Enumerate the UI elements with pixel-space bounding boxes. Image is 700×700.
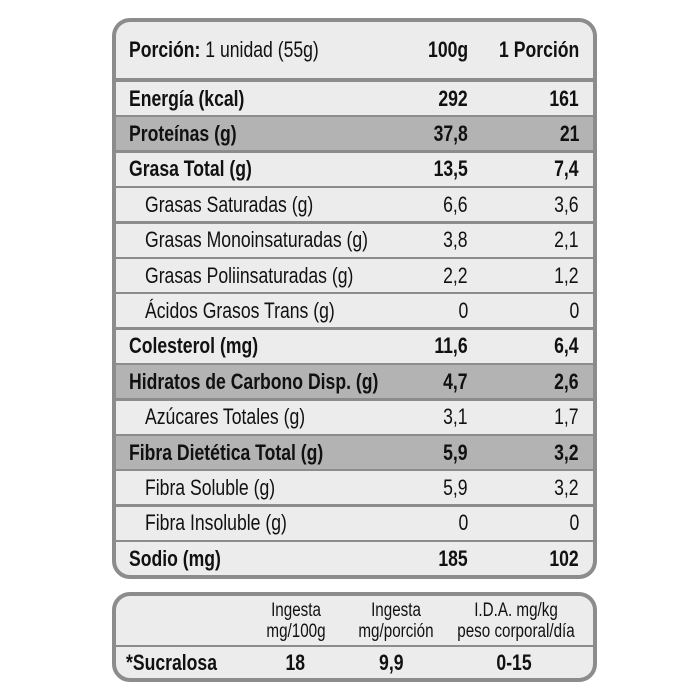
value-per-100g: 5,9 — [443, 474, 468, 500]
sweetener-value-ida: 0-15 — [496, 649, 532, 675]
sweetener-value-100g: 18 — [285, 649, 306, 675]
nutrient-label: Hidratos de Carbono Disp. (g) — [129, 368, 379, 394]
sweetener-table: Ingesta mg/100g Ingesta mg/porción I.D.A. … — [112, 592, 597, 682]
value-per-portion: 102 — [549, 546, 579, 572]
nutrient-label: Grasas Poliinsaturadas (g) — [145, 262, 354, 288]
value-per-100g: 37,8 — [433, 120, 468, 146]
nutrient-label: Fibra Dietética Total (g) — [129, 439, 324, 465]
sweetener-header-portion: Ingesta mg/porción — [358, 600, 434, 642]
value-per-portion: 0 — [569, 297, 579, 323]
col-100g-header: 100g — [427, 37, 468, 62]
value-per-100g: 5,9 — [443, 439, 468, 465]
nutrient-row: Hidratos de Carbono Disp. (g) 4,7 2,6 — [116, 365, 593, 399]
value-per-100g: 3,1 — [443, 404, 468, 430]
header-row: Porción: 1 unidad (55g) 100g 1 Porción — [116, 22, 593, 78]
nutrient-label: Grasas Saturadas (g) — [145, 191, 314, 217]
value-per-portion: 2,1 — [554, 227, 579, 253]
sweetener-value-portion: 9,9 — [379, 649, 404, 675]
sweetener-header-100g: Ingesta mg/100g — [266, 600, 326, 642]
sweetener-label: *Sucralosa — [126, 649, 217, 675]
sweetener-header-row: Ingesta mg/100g Ingesta mg/porción I.D.A. … — [116, 596, 593, 645]
nutrient-label: Ácidos Grasos Trans (g) — [145, 297, 335, 323]
nutrient-row: Energía (kcal) 292 161 — [116, 82, 593, 115]
value-per-portion: 6,4 — [554, 333, 579, 359]
value-per-100g: 4,7 — [443, 368, 468, 394]
nutrient-row: Ácidos Grasos Trans (g) 0 0 — [116, 294, 593, 328]
nutrient-label: Proteínas (g) — [129, 120, 237, 146]
value-per-portion: 21 — [559, 120, 579, 146]
nutrient-row: Grasas Saturadas (g) 6,6 3,6 — [116, 188, 593, 222]
nutrient-label: Grasas Monoinsaturadas (g) — [145, 227, 369, 253]
value-per-100g: 185 — [438, 546, 468, 572]
nutrient-row: Sodio (mg) 185 102 — [116, 542, 593, 575]
nutrient-row: Grasas Monoinsaturadas (g) 3,8 2,1 — [116, 223, 593, 257]
value-per-portion: 1,2 — [554, 262, 579, 288]
value-per-portion: 3,2 — [554, 439, 579, 465]
nutrient-row: Azúcares Totales (g) 3,1 1,7 — [116, 400, 593, 434]
value-per-portion: 3,2 — [554, 474, 579, 500]
sweetener-header-ida: I.D.A. mg/kg peso corporal/día — [457, 600, 575, 642]
value-per-100g: 6,6 — [443, 191, 468, 217]
value-per-portion: 1,7 — [554, 404, 579, 430]
portion-text: Porción: 1 unidad (55g) — [129, 37, 319, 62]
value-per-portion: 161 — [549, 85, 579, 111]
value-per-portion: 0 — [569, 510, 579, 536]
nutrient-row: Colesterol (mg) 11,6 6,4 — [116, 329, 593, 363]
value-per-100g: 0 — [458, 510, 468, 536]
nutrient-row: Proteínas (g) 37,8 21 — [116, 117, 593, 151]
nutrient-label: Colesterol (mg) — [129, 333, 259, 359]
nutrient-label: Energía (kcal) — [129, 85, 245, 111]
nutrient-label: Azúcares Totales (g) — [145, 404, 306, 430]
value-per-100g: 11,6 — [434, 333, 468, 359]
nutrient-label: Fibra Soluble (g) — [145, 474, 276, 500]
nutrient-row: Fibra Insoluble (g) 0 0 — [116, 506, 593, 540]
value-per-100g: 292 — [438, 85, 468, 111]
nutrient-label: Sodio (mg) — [129, 546, 221, 572]
nutrient-label: Fibra Insoluble (g) — [145, 510, 287, 536]
nutrient-row: Fibra Dietética Total (g) 5,9 3,2 — [116, 436, 593, 469]
value-per-100g: 0 — [458, 297, 468, 323]
value-per-portion: 7,4 — [554, 156, 579, 182]
nutrition-table: Porción: 1 unidad (55g) 100g 1 Porción E… — [112, 18, 597, 579]
value-per-100g: 3,8 — [443, 227, 468, 253]
nutrient-row: Grasas Poliinsaturadas (g) 2,2 1,2 — [116, 259, 593, 292]
nutrient-row: Grasa Total (g) 13,5 7,4 — [116, 152, 593, 186]
value-per-100g: 2,2 — [443, 262, 468, 288]
nutrient-label: Grasa Total (g) — [129, 156, 252, 182]
value-per-portion: 2,6 — [554, 368, 579, 394]
col-portion-header: 1 Porción — [498, 37, 579, 62]
sweetener-row: *Sucralosa 18 9,9 0-15 — [116, 647, 593, 678]
value-per-100g: 13,5 — [433, 156, 468, 182]
value-per-portion: 3,6 — [554, 191, 579, 217]
nutrient-row: Fibra Soluble (g) 5,9 3,2 — [116, 471, 593, 505]
